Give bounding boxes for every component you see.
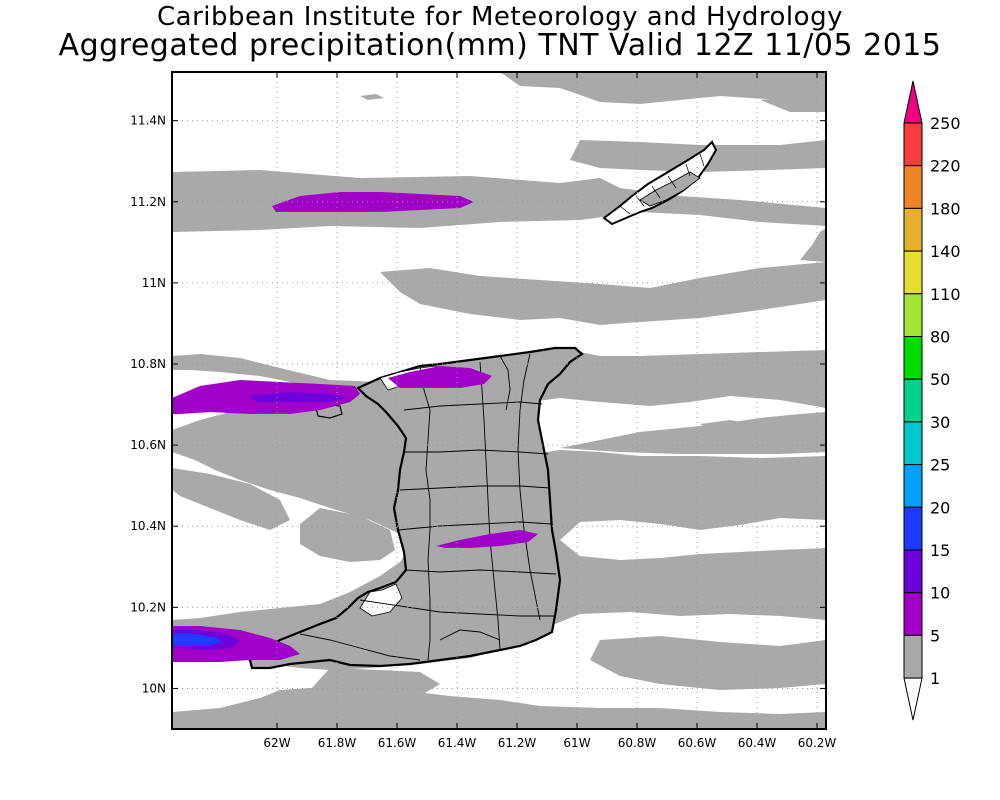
colorbar-level-label: 220: [930, 157, 961, 176]
colorbar-level-label: 10: [930, 584, 950, 603]
colorbar-level-label: 140: [930, 242, 961, 261]
lat-tick-label: 10N: [142, 681, 166, 695]
colorbar-segment: [903, 250, 923, 295]
colorbar-level-label: 250: [930, 114, 961, 133]
lat-tick-label: 11.4N: [130, 114, 166, 128]
island-outlines: [248, 140, 718, 670]
lat-tick-label: 11N: [142, 276, 166, 290]
map-plot-area: [172, 72, 826, 729]
map-frame: [171, 71, 827, 730]
lat-tick-label: 10.6N: [130, 438, 166, 452]
lon-tick-label: 60.8W: [618, 736, 657, 750]
lon-tick-label: 61.8W: [318, 736, 357, 750]
colorbar-level-label: 30: [930, 413, 950, 432]
colorbar-segment: [903, 122, 923, 167]
lon-tick-label: 60.4W: [738, 736, 777, 750]
colorbar-segment: [903, 378, 923, 423]
colorbar-level-label: 180: [930, 199, 961, 218]
lon-tick-label: 61.4W: [438, 736, 477, 750]
lon-tick-label: 62W: [263, 736, 290, 750]
precip-colorbar: 250 220 180 140 110 80 50 30 25 20 15 10 5 1: [903, 80, 961, 721]
map-axes: 62W 61.8W 61.6W 61.4W 61.2W 61W 60.8W 60.6W 60.4…: [130, 72, 836, 750]
colorbar-level-label: 20: [930, 498, 950, 517]
lon-tick-label: 60.2W: [798, 736, 837, 750]
colorbar-segment: [903, 549, 923, 594]
colorbar-segment: [903, 293, 923, 337]
chart-title: Caribbean Institute for Meteorology and …: [157, 2, 843, 32]
colorbar-segment: [903, 464, 923, 508]
colorbar-level-label: 15: [930, 541, 950, 560]
lon-tick-label: 60.6W: [678, 736, 717, 750]
colorbar-segment: [903, 634, 923, 679]
colorbar-level-label: 1: [930, 669, 940, 688]
map-gridlines: [172, 72, 826, 729]
colorbar-over-triangle: [903, 80, 923, 124]
colorbar-segment: [903, 506, 923, 551]
colorbar-level-label: 110: [930, 285, 961, 304]
lon-tick-label: 61W: [563, 736, 590, 750]
colorbar-segment: [903, 165, 923, 209]
colorbar-segment: [903, 207, 923, 252]
colorbar-level-label: 80: [930, 328, 950, 347]
lon-tick-label: 61.6W: [378, 736, 417, 750]
precip-band-5-15mm: [172, 192, 538, 662]
lat-tick-label: 10.4N: [130, 519, 166, 533]
lat-tick-label: 11.2N: [130, 195, 166, 209]
colorbar-segment: [903, 336, 923, 380]
lat-tick-label: 10.2N: [130, 600, 166, 614]
colorbar-level-label: 5: [930, 626, 940, 645]
lon-tick-label: 61.2W: [498, 736, 537, 750]
colorbar-segment: [903, 421, 923, 466]
colorbar-segment: [903, 592, 923, 636]
chart-subtitle: Aggregated precipitation(mm) TNT Valid 1…: [58, 28, 942, 63]
lat-tick-label: 10.8N: [130, 357, 166, 371]
colorbar-under-triangle: [903, 677, 923, 721]
colorbar-level-label: 25: [930, 456, 950, 475]
colorbar-level-label: 50: [930, 370, 950, 389]
